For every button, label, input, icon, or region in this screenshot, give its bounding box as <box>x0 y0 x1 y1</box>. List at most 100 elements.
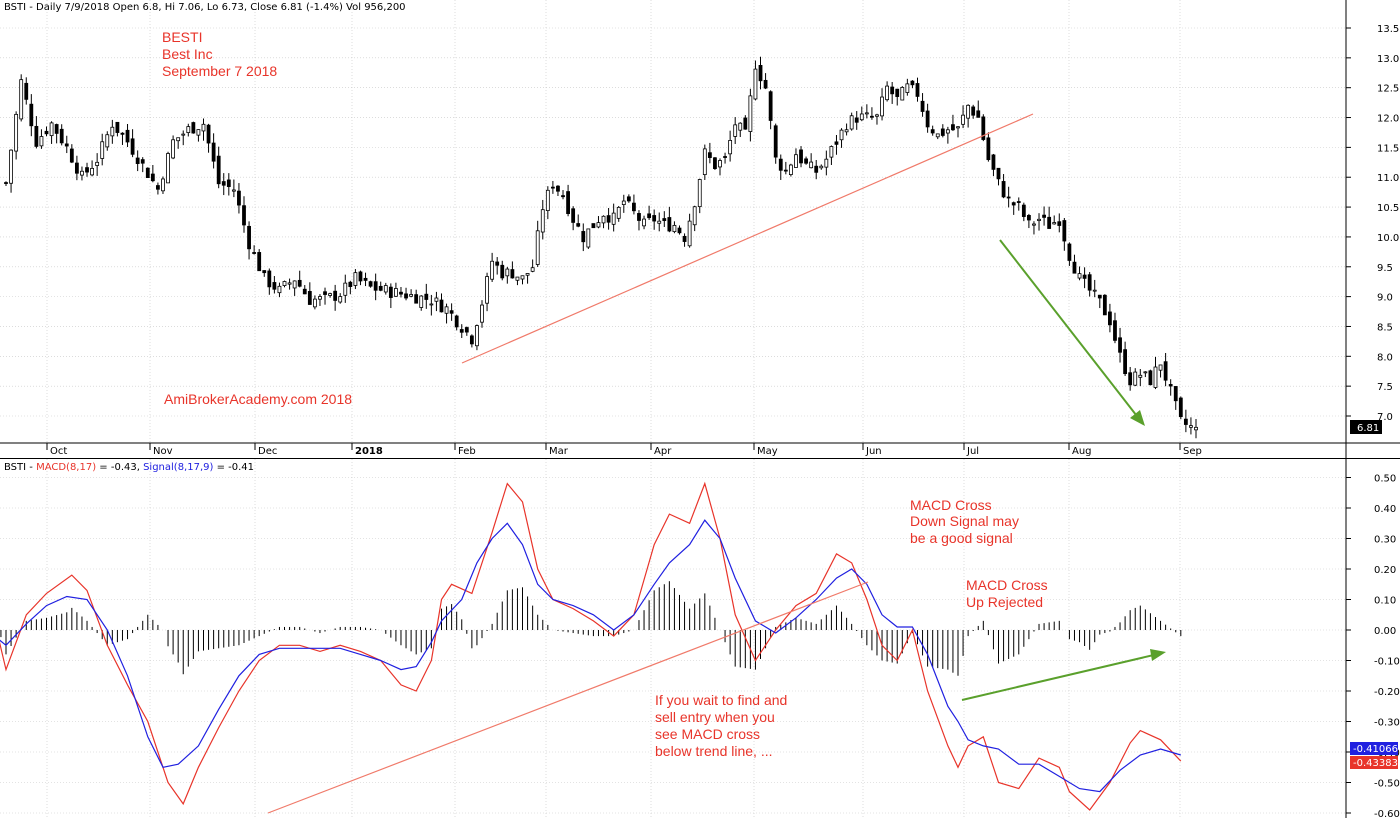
candle <box>110 119 115 144</box>
candle <box>388 283 393 309</box>
candle <box>1021 202 1026 222</box>
candle <box>95 153 100 176</box>
candle <box>530 259 535 273</box>
candle <box>1118 327 1122 363</box>
candle <box>510 261 515 279</box>
month-label: May <box>757 446 778 457</box>
candle <box>713 157 717 170</box>
macd-y-label: 0.00 <box>1374 626 1396 637</box>
candle <box>773 123 778 164</box>
candle <box>191 121 196 134</box>
price-y-label: 10.5 <box>1377 203 1399 214</box>
candle <box>424 283 429 309</box>
candle <box>915 77 920 102</box>
candle <box>409 289 414 298</box>
price-y-label: 8.5 <box>1377 322 1393 333</box>
candle <box>738 122 743 138</box>
candle <box>434 291 439 312</box>
candle <box>834 135 839 155</box>
candle <box>920 93 925 117</box>
month-label: Oct <box>50 446 67 457</box>
macd-y-label: -0.30 <box>1374 718 1400 729</box>
candle <box>120 132 125 145</box>
candle <box>616 205 621 222</box>
candle <box>864 104 869 119</box>
candle <box>1001 174 1006 199</box>
month-label: Jul <box>966 446 979 457</box>
candle <box>221 173 226 196</box>
macd-header: BSTI - MACD(8,17) = -0.43, Signal(8,17,9… <box>4 462 254 473</box>
candle <box>844 123 849 136</box>
candle <box>718 158 722 176</box>
price-y-label: 8.0 <box>1377 352 1393 363</box>
candle <box>49 121 54 144</box>
signal-line <box>0 519 1181 793</box>
candle <box>277 282 282 298</box>
candle <box>728 130 733 162</box>
candle <box>829 145 834 165</box>
macd-y-label: 0.50 <box>1374 474 1396 485</box>
macd-y-label: 0.10 <box>1374 596 1396 607</box>
candle <box>1108 303 1112 333</box>
candle <box>566 184 570 217</box>
note-company: Best Inc <box>162 46 213 62</box>
candle <box>723 152 727 164</box>
price-y-label: 12.5 <box>1377 84 1399 95</box>
candle <box>307 282 312 305</box>
macd-y-label: -0.50 <box>1374 779 1400 790</box>
month-labels: Oct Nov Dec 2018 Feb Mar Apr May Jun Jul Aug Sep <box>46 443 1202 457</box>
candle <box>399 287 403 298</box>
candle <box>991 153 996 177</box>
candle <box>763 73 768 90</box>
candle <box>545 186 550 220</box>
candle <box>951 114 955 132</box>
candle <box>1168 379 1173 396</box>
candle <box>287 278 292 290</box>
candle <box>459 324 464 339</box>
month-label: Aug <box>1072 446 1092 457</box>
candle <box>1067 242 1072 266</box>
candle <box>358 270 363 286</box>
candle <box>890 82 895 104</box>
candle <box>54 123 59 144</box>
candle <box>166 151 170 184</box>
candle <box>925 103 930 133</box>
candle <box>378 281 383 292</box>
candle <box>500 260 505 281</box>
candle <box>1148 369 1153 386</box>
candle <box>282 280 287 288</box>
candle <box>733 117 738 144</box>
month-label: Nov <box>153 446 173 457</box>
candle <box>707 142 712 164</box>
candle <box>561 190 565 200</box>
candle <box>1082 267 1087 289</box>
candle <box>1128 366 1133 391</box>
candle <box>363 272 368 287</box>
candle <box>697 178 702 214</box>
candle <box>247 221 251 260</box>
candle <box>571 206 576 231</box>
candle <box>59 124 64 146</box>
annotation-wait-line4: below trend line, ... <box>655 743 773 759</box>
annotation-wait-line1: If you wait to find and <box>655 692 787 708</box>
price-y-label: 13.0 <box>1377 54 1399 65</box>
price-header: BSTI - Daily 7/9/2018 Open 6.8, Hi 7.06,… <box>4 2 406 13</box>
candle <box>788 163 793 177</box>
candle <box>900 86 905 101</box>
candle <box>961 105 965 129</box>
candle <box>353 269 358 290</box>
candle <box>885 81 890 102</box>
price-y-label: 12.0 <box>1377 114 1399 125</box>
candle <box>1092 279 1097 298</box>
candle <box>14 111 19 160</box>
candle <box>480 300 484 328</box>
price-y-ticks: 7.0 7.5 8.0 8.5 9.0 9.5 10.0 10.5 11.0 11.5 12.0 12… <box>1346 24 1399 423</box>
candle <box>743 115 748 130</box>
candle <box>809 153 814 169</box>
candle <box>1113 312 1117 344</box>
candle <box>1189 417 1193 435</box>
candle <box>318 294 322 306</box>
candle <box>1178 396 1183 420</box>
candle <box>252 245 257 255</box>
